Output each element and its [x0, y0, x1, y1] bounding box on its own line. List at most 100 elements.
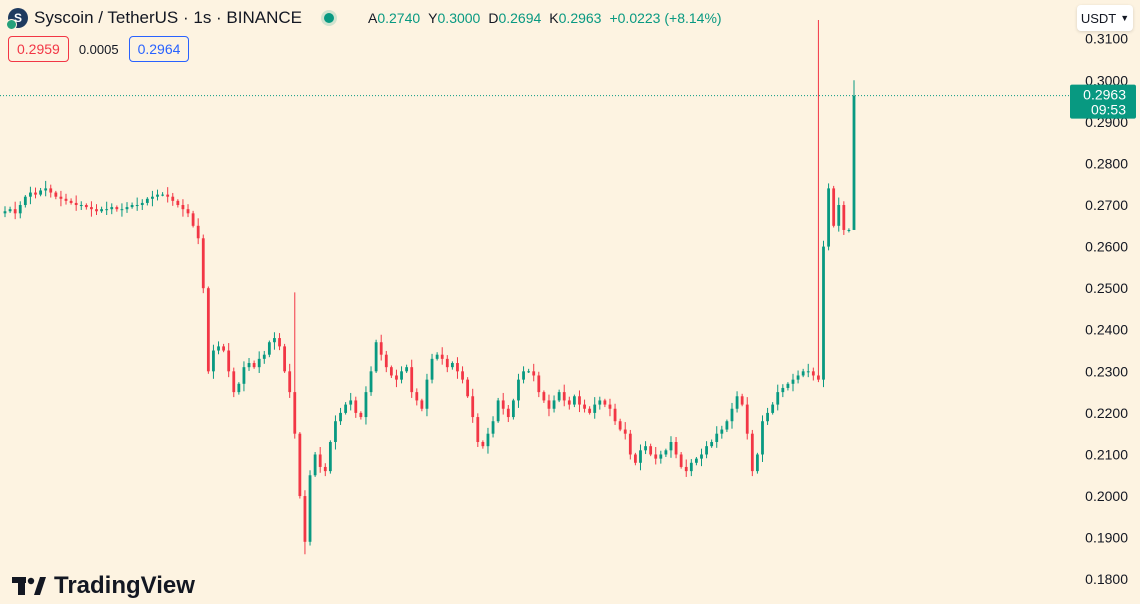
candle-body: [476, 417, 480, 443]
sell-button[interactable]: 0.2959: [8, 36, 69, 62]
candle-body: [639, 450, 642, 463]
candle-body: [145, 198, 149, 203]
candle-body: [750, 433, 754, 472]
candle-body: [140, 202, 144, 206]
candle-body: [222, 346, 226, 351]
candle-body: [151, 196, 154, 199]
candle-body: [583, 404, 586, 409]
candle-body: [811, 371, 815, 376]
candle-body: [567, 400, 571, 405]
candle-body: [781, 387, 785, 393]
candle-body: [578, 396, 581, 405]
candle-body: [461, 371, 464, 380]
candle-body: [242, 367, 246, 384]
candle-body: [491, 421, 495, 434]
candle-body: [374, 342, 378, 372]
candle-body: [440, 354, 444, 359]
ohlc-open-value: 0.2740: [377, 10, 421, 26]
candle-body: [837, 205, 841, 226]
candle-body: [90, 207, 93, 210]
candle-body: [115, 207, 119, 210]
y-tick-label: 0.2800: [1085, 155, 1128, 171]
candle-body: [273, 338, 276, 343]
candle-body: [430, 358, 434, 380]
ohlc-close-label: K: [549, 10, 559, 26]
candle-body: [100, 209, 103, 212]
ohlc-high-value: 0.3000: [437, 10, 481, 26]
candle-body: [522, 371, 525, 380]
candle-body: [161, 194, 164, 196]
candle-body: [283, 346, 287, 372]
tradingview-logo[interactable]: TradingView: [12, 572, 195, 600]
candle-body: [740, 396, 744, 405]
tradingview-logo-icon: [12, 577, 46, 595]
candle-body: [450, 363, 454, 368]
candle-body: [786, 383, 790, 388]
candle-body: [323, 466, 327, 472]
candle-body: [308, 475, 312, 542]
candle-body: [456, 363, 459, 372]
candle-body: [156, 194, 159, 197]
last-price-label: 0.2963: [1083, 87, 1126, 103]
candle-body: [598, 400, 602, 405]
candle-body: [776, 392, 780, 405]
candle-body: [791, 379, 795, 384]
y-tick-label: 0.2200: [1085, 405, 1128, 421]
candle-body: [247, 363, 251, 368]
candle-body: [664, 450, 668, 455]
candle-body: [84, 205, 88, 208]
candle-body: [135, 205, 139, 207]
candle-body: [644, 446, 647, 451]
candle-body: [354, 400, 358, 413]
candle-body: [801, 371, 805, 376]
candle-body: [34, 192, 37, 195]
candle-body: [389, 367, 393, 376]
candle-body: [613, 408, 617, 422]
y-tick-label: 0.2400: [1085, 322, 1128, 338]
ohlc-close-value: 0.2963: [558, 10, 602, 26]
candle-body: [842, 205, 846, 230]
candle-body: [471, 396, 475, 418]
symbol-title[interactable]: Syscoin / TetherUS · 1s · BINANCE: [34, 8, 302, 27]
symbol-legend: S Syscoin / TetherUS · 1s · BINANCE A 0.2…: [6, 6, 722, 30]
candle-body: [618, 421, 622, 430]
y-tick-label: 0.2500: [1085, 280, 1128, 296]
candle-body: [293, 392, 297, 434]
currency-selector[interactable]: USDT ▼: [1077, 5, 1133, 31]
candle-body: [262, 354, 266, 359]
candle-body: [537, 375, 541, 393]
candle-body: [659, 454, 663, 459]
buy-button[interactable]: 0.2964: [128, 36, 190, 62]
candle-body: [130, 205, 134, 208]
candle-body: [506, 408, 510, 418]
candle-body: [649, 446, 653, 455]
candle-body: [59, 196, 63, 199]
candle-body: [74, 202, 78, 206]
candle-body: [217, 346, 220, 351]
candle-body: [171, 196, 175, 201]
candle-body: [54, 192, 58, 197]
y-tick-label: 0.2300: [1085, 363, 1128, 379]
candle-body: [18, 205, 22, 214]
candle-body: [674, 442, 678, 455]
candle-body: [23, 196, 27, 206]
candle-body: [420, 400, 424, 409]
candle-body: [79, 205, 83, 207]
candle-body: [572, 396, 576, 405]
candle-body: [288, 371, 292, 393]
candle-body: [684, 466, 688, 472]
candle-body: [166, 194, 170, 197]
candle-body: [822, 246, 825, 380]
candle-body: [710, 442, 714, 447]
candle-body: [400, 371, 403, 380]
candle-body: [715, 433, 719, 443]
candle-body: [267, 342, 271, 355]
candle-body: [359, 412, 363, 418]
candle-body: [69, 200, 73, 203]
candle-body: [486, 433, 490, 447]
candle-body: [395, 375, 398, 380]
candle-body: [344, 404, 348, 413]
candle-body: [445, 358, 449, 368]
tether-icon: [6, 19, 17, 30]
